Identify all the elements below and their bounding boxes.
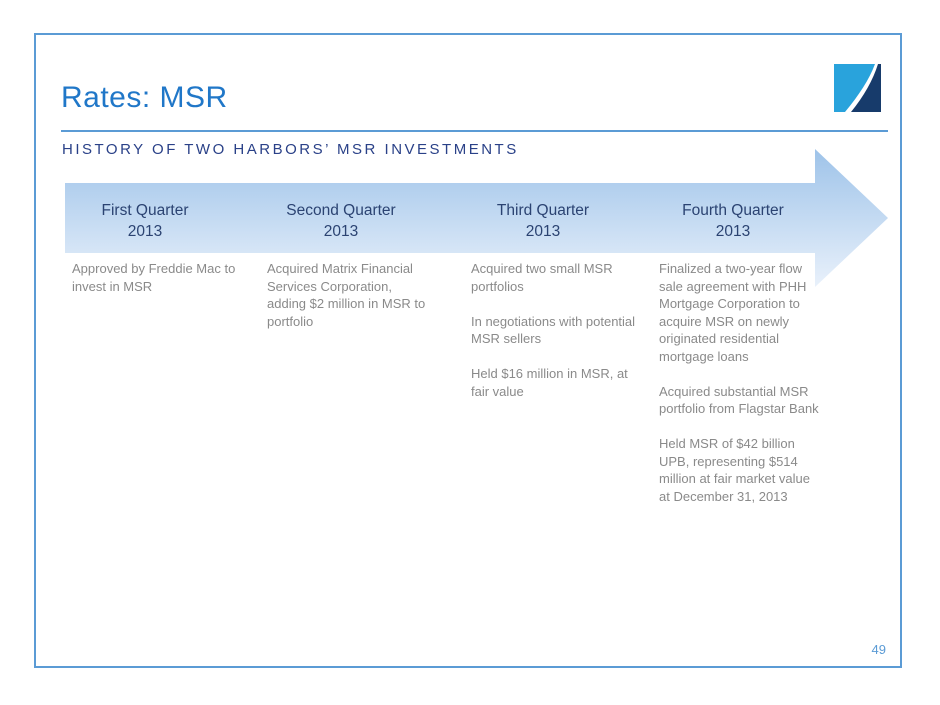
quarter-header-q2-year: 2013 xyxy=(323,223,359,240)
q4-bullet-2: Acquired substantial MSR portfolio from … xyxy=(659,383,819,417)
q2-bullet-1: Acquired Matrix Financial Services Corpo… xyxy=(267,261,426,329)
page-number: 49 xyxy=(871,642,886,657)
quarter-header-q2: Second Quarter 2013 xyxy=(256,200,426,242)
quarter-header-q3-year: 2013 xyxy=(525,223,561,240)
q3-bullet-3: Held $16 million in MSR, at fair value xyxy=(471,366,628,399)
q4-bullet-3: Held MSR of $42 billion UPB, representin… xyxy=(659,436,810,504)
q1-bullet-1: Approved by Freddie Mac to invest in MSR xyxy=(72,261,236,294)
quarter-header-q3-line1: Third Quarter xyxy=(496,202,590,219)
quarter-header-q3: Third Quarter 2013 xyxy=(458,200,628,242)
q3-bullet-1: Acquired two small MSR portfolios xyxy=(471,261,613,294)
quarter-header-q1-year: 2013 xyxy=(127,223,163,240)
timeline-arrow-shape xyxy=(65,149,888,287)
quarter-header-q4-line1: Fourth Quarter xyxy=(682,202,784,219)
quarter-body-q3: Acquired two small MSR portfolios In neg… xyxy=(471,260,643,400)
quarter-body-q2: Acquired Matrix Financial Services Corpo… xyxy=(267,260,429,330)
quarter-body-q4: Finalized a two-year flow sale agreement… xyxy=(659,260,821,505)
q3-bullet-2: In negotiations with potential MSR selle… xyxy=(471,313,636,347)
quarter-header-q4: Fourth Quarter 2013 xyxy=(648,200,818,242)
slide-border-frame xyxy=(34,33,902,668)
quarter-body-q1: Approved by Freddie Mac to invest in MSR xyxy=(72,260,244,295)
quarter-header-q1-line1: First Quarter xyxy=(101,202,189,219)
quarter-header-q4-year: 2013 xyxy=(715,223,751,240)
q4-bullet-1: Finalized a two-year flow sale agreement… xyxy=(659,261,807,364)
two-harbors-logo-icon xyxy=(834,64,881,112)
section-subtitle: HISTORY OF TWO HARBORS’ MSR INVESTMENTS xyxy=(62,141,519,158)
quarter-header-q2-line1: Second Quarter xyxy=(286,202,396,219)
quarter-header-q1: First Quarter 2013 xyxy=(60,200,230,242)
title-divider-rule xyxy=(61,130,888,132)
page-title: Rates: MSR xyxy=(61,81,228,114)
